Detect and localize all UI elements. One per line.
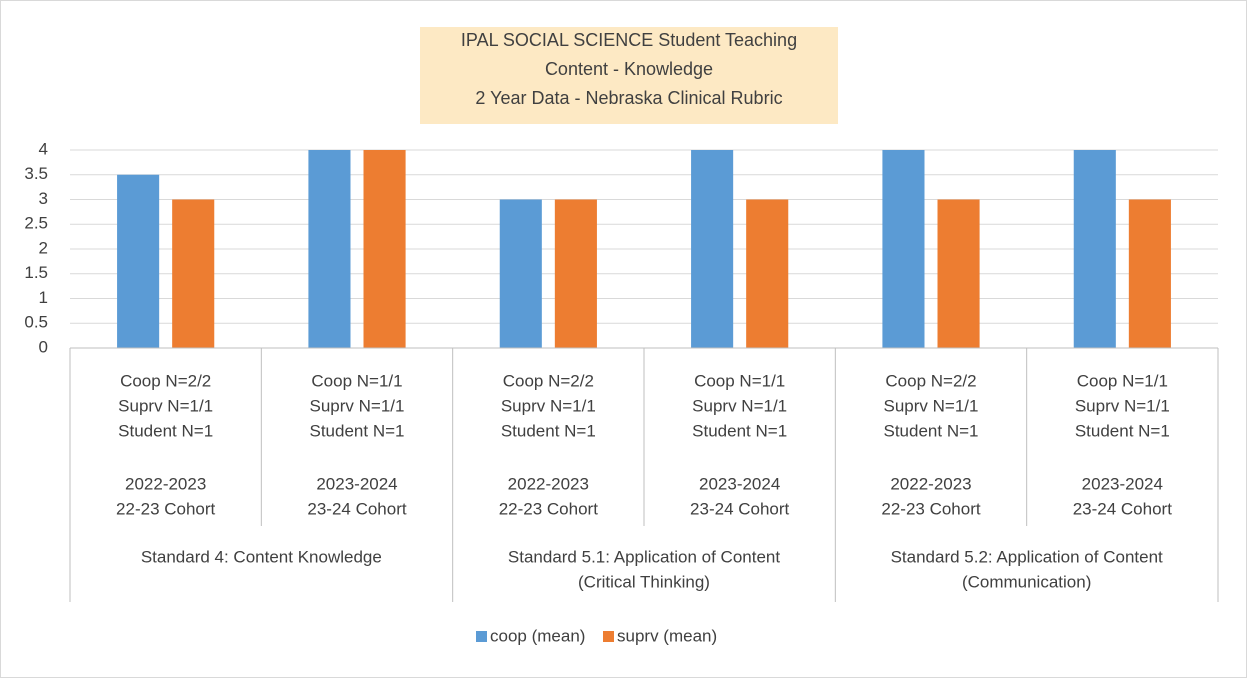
x-tick-label: Student N=1 (501, 421, 596, 440)
chart-title: IPAL SOCIAL SCIENCE Student Teaching (461, 30, 797, 50)
x-tick-label: Student N=1 (692, 421, 787, 440)
x-tick-label: Coop N=1/1 (311, 371, 402, 390)
x-tick-label: Coop N=2/2 (120, 371, 211, 390)
chart-title: Content - Knowledge (545, 59, 713, 79)
x-tick-label: Student N=1 (310, 421, 405, 440)
x-tick-label: 2022-2023 (890, 474, 971, 493)
x-tick-label: Coop N=1/1 (1077, 371, 1168, 390)
x-tick-label: Coop N=2/2 (885, 371, 976, 390)
y-tick-label: 0 (39, 337, 48, 356)
x-tick-label: 2023-2024 (316, 474, 397, 493)
x-tick-label: Student N=1 (1075, 421, 1170, 440)
group-label: (Critical Thinking) (578, 572, 710, 591)
group-label: Standard 5.2: Application of Content (891, 547, 1163, 566)
x-tick-label: Suprv N=1/1 (692, 396, 787, 415)
bar (882, 150, 925, 348)
bar (1073, 150, 1116, 348)
x-tick-label: Student N=1 (884, 421, 979, 440)
x-tick-label: 23-24 Cohort (1073, 499, 1173, 518)
group-label: Standard 5.1: Application of Content (508, 547, 780, 566)
group-label: Standard 4: Content Knowledge (141, 547, 382, 566)
y-tick-label: 3 (39, 189, 48, 208)
x-tick-label: Coop N=1/1 (694, 371, 785, 390)
x-tick-label: 22-23 Cohort (881, 499, 981, 518)
x-tick-label: 2022-2023 (508, 474, 589, 493)
x-tick-label: Student N=1 (118, 421, 213, 440)
x-tick-label: 23-24 Cohort (307, 499, 407, 518)
bar (117, 174, 160, 348)
bar (499, 199, 542, 348)
y-tick-label: 0.5 (24, 313, 48, 332)
y-tick-label: 2 (39, 238, 48, 257)
x-tick-label: 22-23 Cohort (116, 499, 216, 518)
title-box (420, 27, 838, 124)
bar (363, 150, 406, 348)
bar (172, 199, 215, 348)
legend-swatch (476, 631, 487, 642)
bar (746, 199, 789, 348)
chart-title: 2 Year Data - Nebraska Clinical Rubric (475, 88, 782, 108)
x-tick-label: 2022-2023 (125, 474, 206, 493)
legend-label: coop (mean) (490, 626, 585, 645)
y-tick-label: 2.5 (24, 214, 48, 233)
x-tick-label: Suprv N=1/1 (118, 396, 213, 415)
x-tick-label: Coop N=2/2 (503, 371, 594, 390)
x-tick-label: 22-23 Cohort (499, 499, 599, 518)
y-tick-label: 4 (39, 139, 48, 158)
bar (308, 150, 351, 348)
bar (937, 199, 980, 348)
legend-swatch (603, 631, 614, 642)
legend-label: suprv (mean) (617, 626, 717, 645)
x-tick-label: 2023-2024 (1082, 474, 1163, 493)
bar (554, 199, 597, 348)
y-tick-label: 1.5 (24, 263, 48, 282)
x-tick-label: Suprv N=1/1 (1075, 396, 1170, 415)
y-tick-label: 3.5 (24, 164, 48, 183)
y-tick-label: 1 (39, 288, 48, 307)
x-tick-label: Suprv N=1/1 (310, 396, 405, 415)
x-tick-label: Suprv N=1/1 (501, 396, 596, 415)
group-label: (Communication) (962, 572, 1091, 591)
x-tick-label: Suprv N=1/1 (884, 396, 979, 415)
bar (1128, 199, 1171, 348)
x-tick-label: 23-24 Cohort (690, 499, 790, 518)
x-tick-label: 2023-2024 (699, 474, 780, 493)
bar (691, 150, 734, 348)
